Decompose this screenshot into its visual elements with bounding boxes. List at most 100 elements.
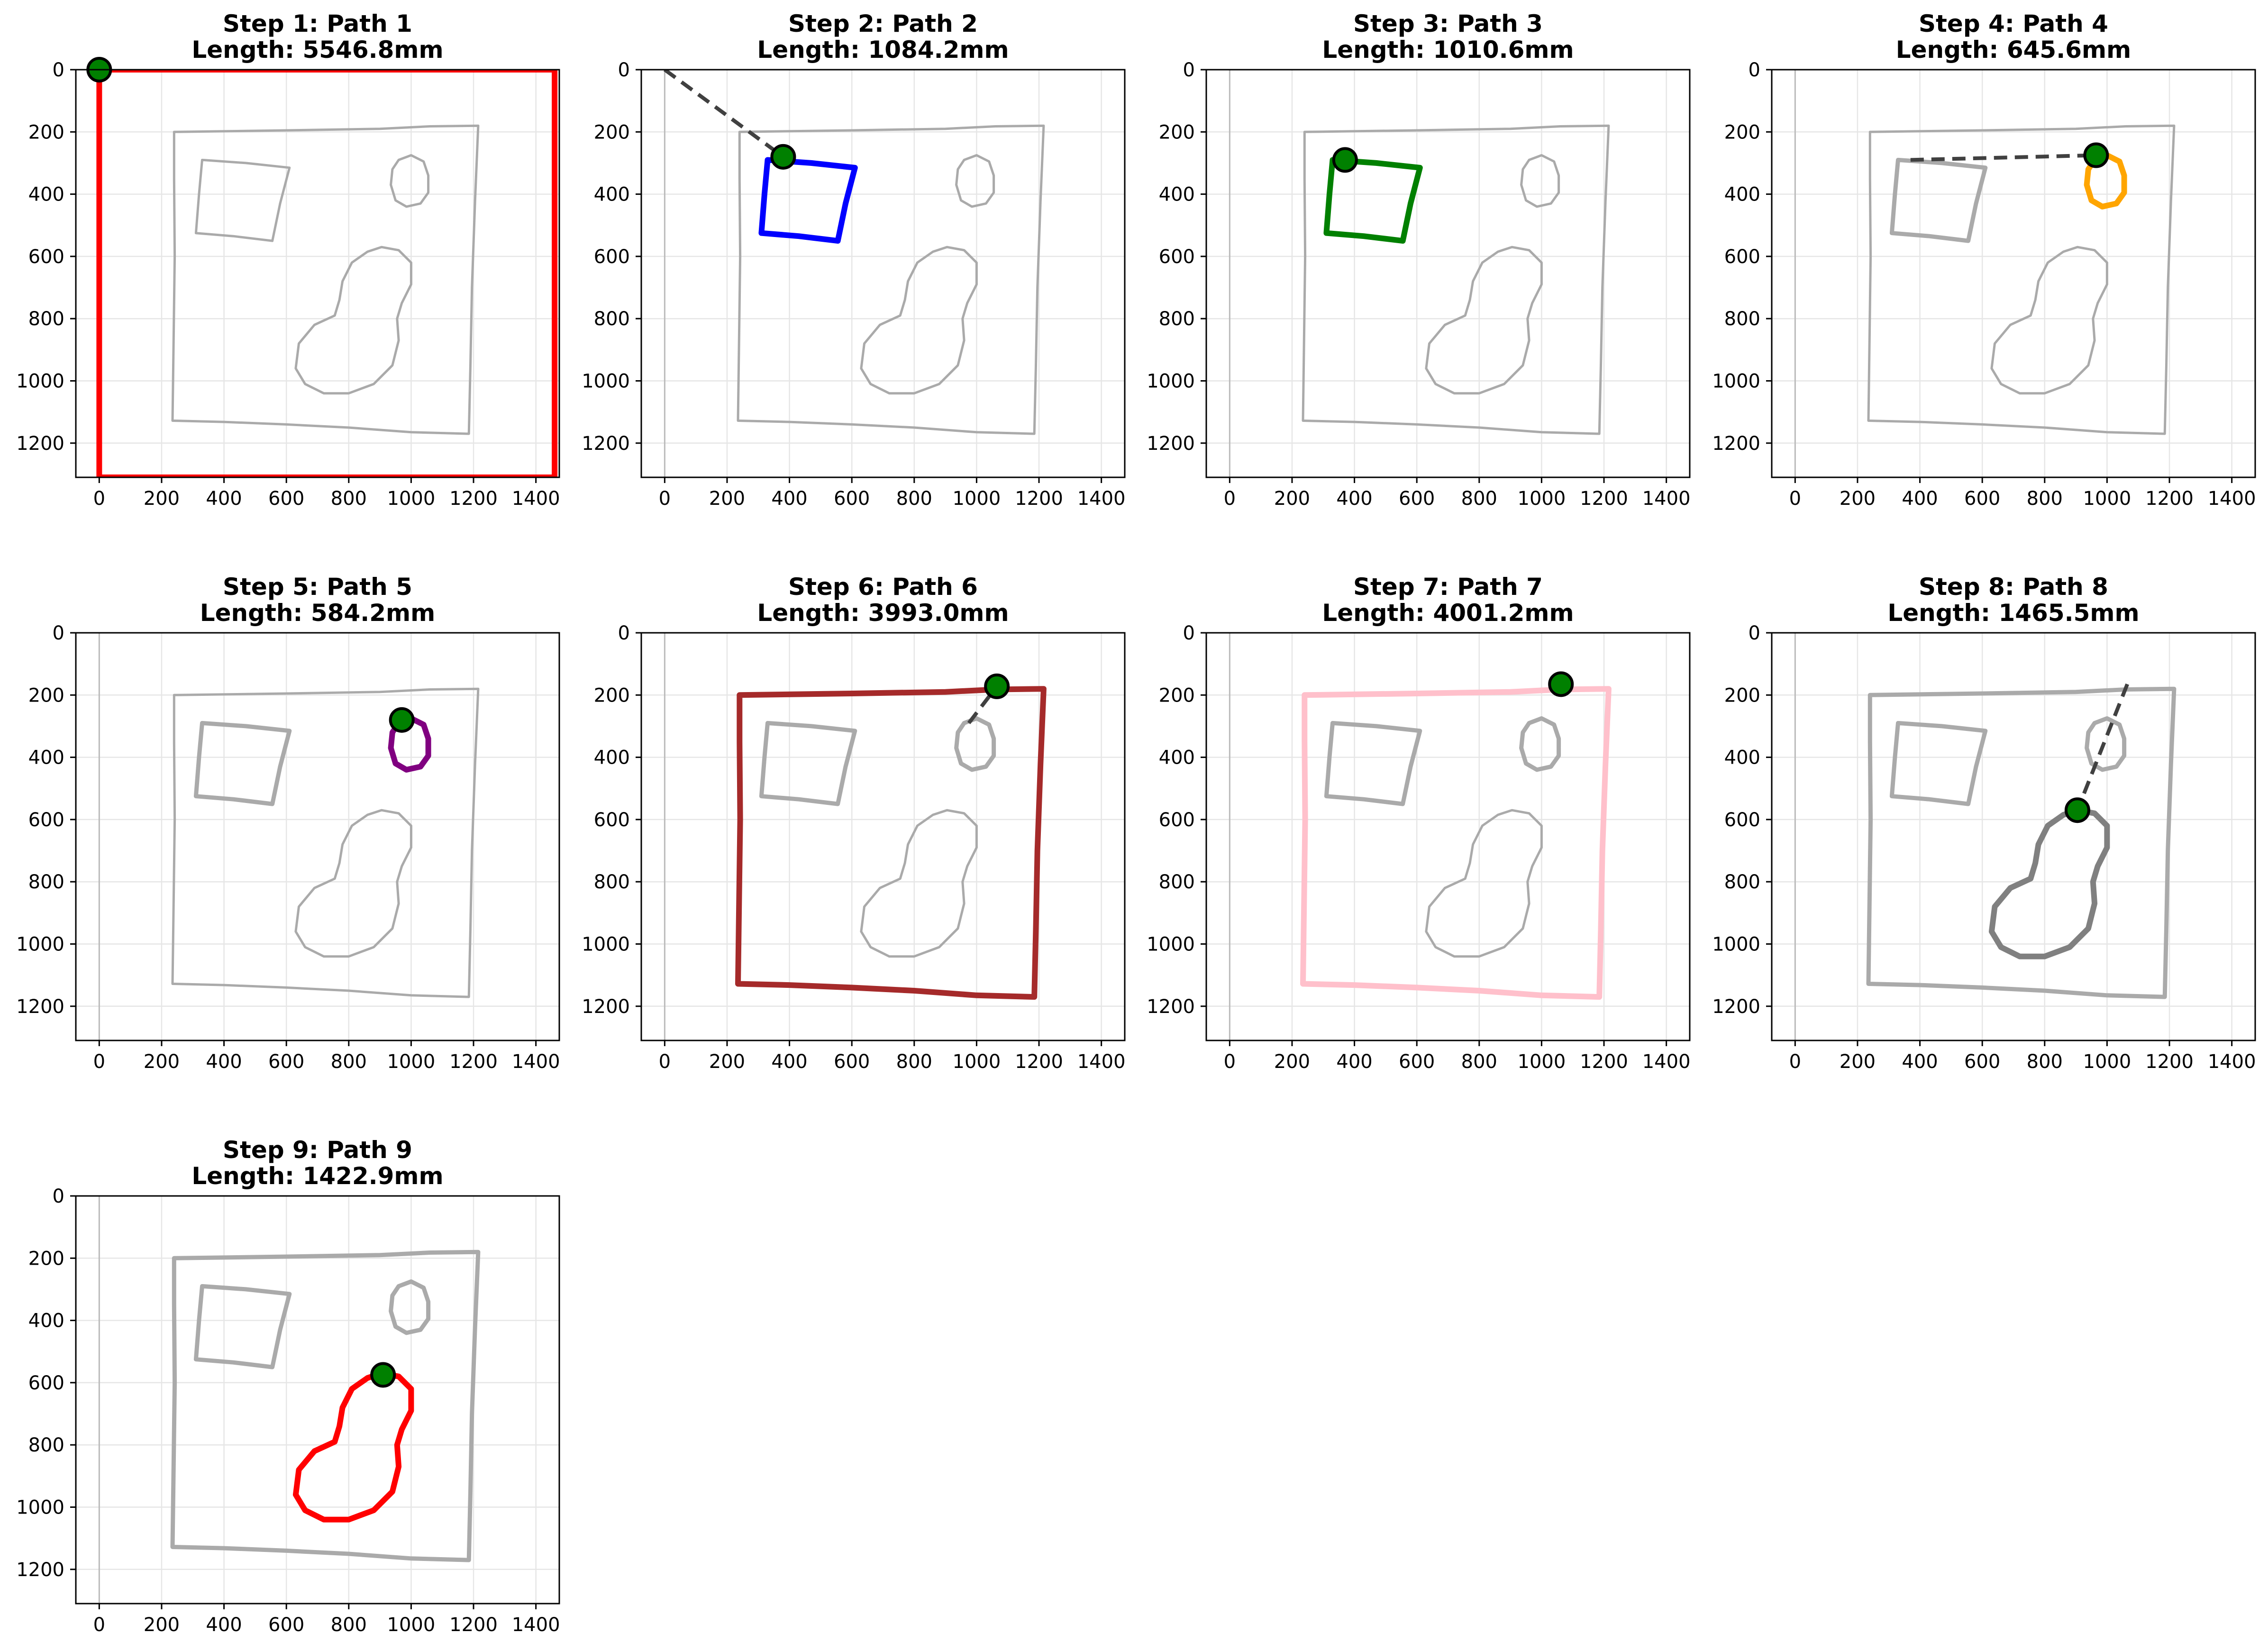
- y-tick-label: 600: [28, 809, 64, 831]
- x-tick-label: 400: [1902, 488, 1938, 510]
- x-tick-label: 1000: [1518, 488, 1566, 510]
- x-tick-label: 1000: [387, 488, 436, 510]
- x-tick-label: 1200: [449, 1614, 498, 1636]
- x-tick-label: 200: [144, 488, 180, 510]
- y-tick-label: 800: [1159, 871, 1195, 893]
- y-tick-label: 600: [1724, 246, 1760, 268]
- drawing-small-square: [1324, 721, 1422, 806]
- x-tick-label: 800: [896, 488, 932, 510]
- drawing-blob: [1425, 246, 1543, 395]
- drawing-blob: [1425, 809, 1543, 958]
- start-marker: [370, 1362, 396, 1388]
- x-tick-label: 1200: [2145, 488, 2194, 510]
- y-tick-label: 1000: [1712, 370, 1760, 392]
- y-tick-label: 600: [1159, 809, 1195, 831]
- drawing-small-square: [1889, 157, 1988, 243]
- panel-title-length: Length: 4001.2mm: [1322, 599, 1574, 627]
- axes-frame: [75, 632, 560, 1041]
- y-tick-label: 400: [594, 184, 630, 206]
- y-tick-label: 1000: [1712, 933, 1760, 955]
- x-tick-label: 1400: [1642, 1051, 1691, 1073]
- x-tick-label: 600: [268, 1051, 304, 1073]
- x-tick-label: 1200: [449, 1051, 498, 1073]
- y-tick-label: 200: [594, 684, 630, 706]
- x-tick-label: 800: [331, 488, 367, 510]
- y-tick-label: 200: [28, 1248, 64, 1269]
- y-tick-label: 1200: [16, 996, 64, 1018]
- axes-frame: [1205, 632, 1691, 1041]
- x-tick-label: 400: [206, 488, 242, 510]
- y-tick-label: 400: [28, 1310, 64, 1332]
- drawing-outer-frame: [1866, 686, 2177, 999]
- y-tick-label: 800: [1724, 308, 1760, 330]
- panel-title-step: Step 7: Path 7: [1353, 573, 1543, 601]
- current-path: [1323, 157, 1423, 244]
- y-tick-label: 1000: [1147, 933, 1195, 955]
- current-path: [1988, 807, 2110, 959]
- panel-title-step: Step 2: Path 2: [788, 10, 978, 37]
- x-tick-label: 1000: [953, 1051, 1001, 1073]
- drawing-small-square: [759, 721, 857, 806]
- drawing-blob: [860, 246, 978, 395]
- x-tick-label: 400: [771, 488, 807, 510]
- x-tick-label: 400: [1336, 488, 1372, 510]
- y-tick-label: 1200: [16, 1559, 64, 1581]
- drawing-small-square: [1889, 721, 1988, 806]
- x-tick-label: 600: [1399, 1051, 1435, 1073]
- x-tick-label: 400: [1336, 1051, 1372, 1073]
- drawing-circle: [390, 154, 430, 208]
- axes-frame: [1771, 632, 2256, 1041]
- axes-frame: [1205, 69, 1691, 478]
- drawing-blob: [294, 246, 412, 395]
- drawing-outer-frame: [737, 124, 1045, 435]
- x-tick-label: 1400: [512, 488, 560, 510]
- drawing-small-square: [193, 1284, 292, 1369]
- drawing-circle: [2085, 716, 2127, 772]
- x-tick-label: 1000: [2083, 1051, 2131, 1073]
- x-tick-label: 1000: [387, 1051, 436, 1073]
- start-marker: [2083, 142, 2109, 168]
- y-tick-label: 600: [28, 1372, 64, 1394]
- panel-title-step: Step 5: Path 5: [223, 573, 412, 601]
- panel-title-step: Step 1: Path 1: [223, 10, 412, 37]
- start-marker: [1332, 147, 1358, 173]
- x-tick-label: 600: [268, 1614, 304, 1636]
- y-tick-label: 0: [53, 622, 64, 644]
- panel-title-length: Length: 584.2mm: [200, 599, 435, 627]
- axes-frame: [1771, 69, 2256, 478]
- y-tick-label: 0: [1183, 622, 1195, 644]
- y-tick-label: 200: [28, 684, 64, 706]
- x-tick-label: 600: [1399, 488, 1435, 510]
- start-marker: [389, 707, 415, 733]
- x-tick-label: 0: [93, 1614, 105, 1636]
- x-tick-label: 600: [1964, 488, 2000, 510]
- y-tick-label: 1200: [1712, 433, 1760, 455]
- y-tick-label: 1000: [1147, 370, 1195, 392]
- y-tick-label: 800: [1159, 308, 1195, 330]
- x-tick-label: 0: [93, 488, 105, 510]
- y-tick-label: 0: [1749, 59, 1760, 81]
- x-tick-label: 200: [1840, 488, 1876, 510]
- axes-frame: [640, 632, 1126, 1041]
- y-tick-label: 800: [28, 871, 64, 893]
- plot-area: [76, 1196, 559, 1604]
- panel-title-length: Length: 645.6mm: [1896, 36, 2131, 64]
- x-tick-label: 200: [709, 1051, 745, 1073]
- x-tick-label: 800: [2027, 1051, 2063, 1073]
- x-tick-label: 0: [93, 1051, 105, 1073]
- y-tick-label: 400: [28, 184, 64, 206]
- x-tick-label: 800: [2027, 488, 2063, 510]
- x-tick-label: 200: [1274, 488, 1310, 510]
- x-tick-label: 1400: [512, 1051, 560, 1073]
- x-tick-label: 0: [1789, 488, 1801, 510]
- x-tick-label: 1200: [1015, 488, 1063, 510]
- drawing-blob: [860, 809, 978, 958]
- y-tick-label: 0: [618, 622, 630, 644]
- x-tick-label: 1000: [1518, 1051, 1566, 1073]
- x-tick-label: 400: [1902, 1051, 1938, 1073]
